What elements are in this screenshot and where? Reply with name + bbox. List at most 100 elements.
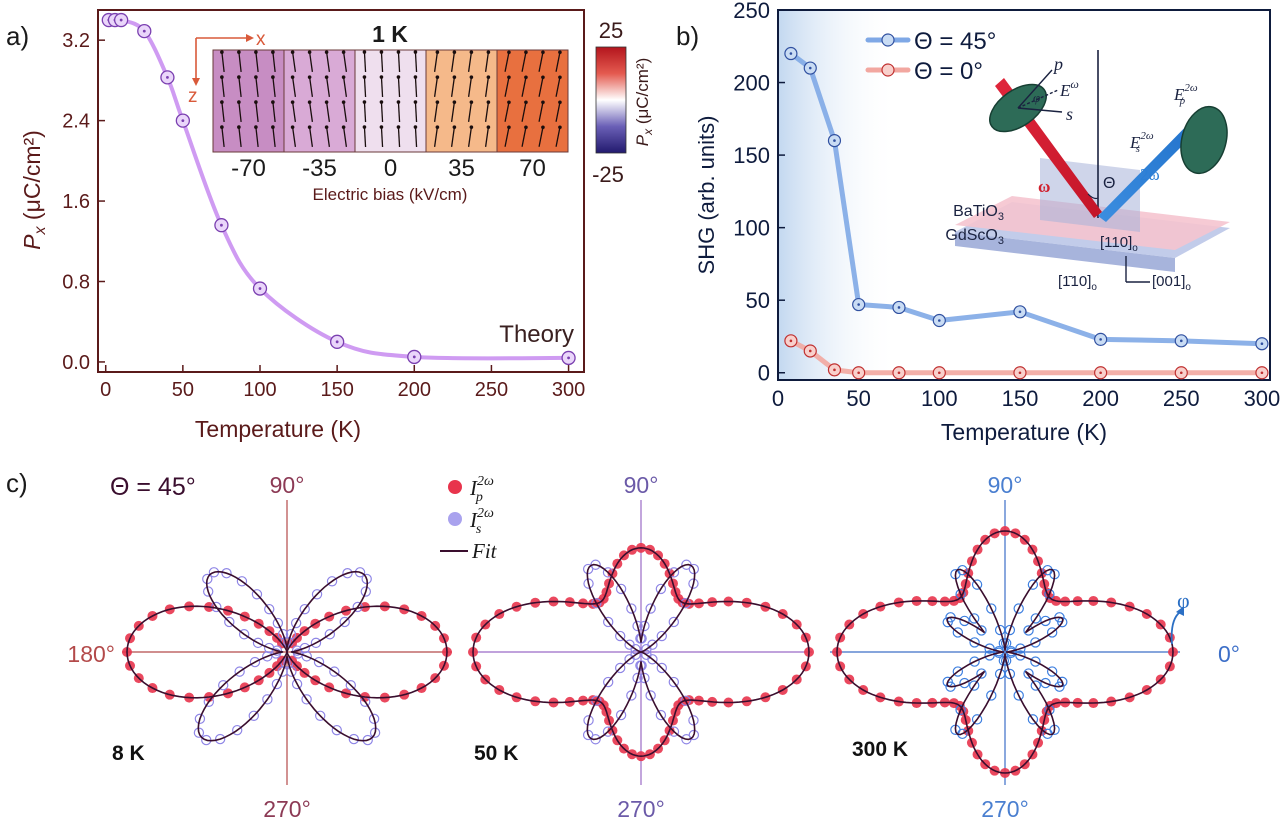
polar-label-0: 0° (1218, 641, 1240, 667)
legend-marker-0 (881, 63, 895, 77)
is-data-point (299, 603, 310, 615)
is-data-point (614, 662, 626, 674)
label-dir-1bar10: [1̄10]o (1058, 273, 1097, 293)
inset-bias-label: 35 (448, 155, 475, 182)
panel-a: a) 0 50 100 150 200 250 300 0.0 0.8 1.6 2.4 3.2 Tem… (6, 9, 585, 442)
b-data-point (1255, 366, 1269, 380)
is-data-point (1027, 714, 1039, 725)
is-data-point (984, 643, 995, 654)
b-data-point (1013, 366, 1027, 380)
polar-temperature-label: 8 K (112, 742, 145, 765)
polarizer-out (1180, 105, 1228, 175)
is-data-point (688, 729, 700, 741)
a-data-point (160, 70, 175, 85)
a-data-point (329, 334, 345, 349)
is-data-point (636, 660, 647, 671)
panel-a-inset: 1 K x z -70 -35 0 35 70 Electric bias (kV/cm… (188, 21, 569, 204)
is-data-point (1046, 666, 1058, 677)
panel-b-ticks: 0 50 100 150 200 250 300 0 50 100 150 200 250 (733, 0, 1280, 411)
is-data-point (632, 620, 643, 632)
polar-label-270: 270° (263, 796, 311, 822)
b-xtick-label: 250 (1163, 386, 1200, 411)
is-data-point (626, 603, 637, 614)
polar-label-180: 180° (67, 641, 115, 667)
e-omega-arrow (1017, 89, 1059, 109)
label-2omega: 2ω (1140, 165, 1160, 184)
polar-plot: 90° 270° 8 K (112, 472, 452, 822)
is-data-point (252, 637, 264, 649)
is-data-point (236, 576, 248, 587)
is-fit-curve (946, 568, 1064, 736)
is-data-point (1044, 588, 1055, 600)
phi-arrowhead (1176, 606, 1184, 616)
a-xtick-label: 200 (398, 379, 431, 401)
a-xtick-label: 0 (100, 379, 111, 401)
legend-is-label: I2ω s (469, 506, 494, 537)
legend-ip-label: I2ω p (469, 474, 494, 505)
is-data-point (969, 637, 980, 648)
legend-fit-label: Fit (471, 539, 498, 563)
is-data-point (1023, 668, 1034, 679)
is-data-point (218, 680, 229, 691)
p-arrow (1017, 69, 1053, 109)
b-data-point (932, 366, 946, 380)
is-data-point (1027, 579, 1039, 590)
label-dir-110: [110]o (1100, 234, 1138, 254)
is-data-point (971, 579, 983, 590)
a-ytick-label: 3.2 (62, 30, 90, 52)
colorbar-label: Px (μC/cm²) (633, 58, 655, 147)
is-data-point (262, 694, 273, 705)
is-data-point (277, 628, 289, 640)
b-series-line (788, 51, 1265, 347)
colorbar-min: -25 (592, 162, 624, 187)
is-data-point (952, 666, 964, 677)
panel-b-lines (788, 51, 1265, 376)
b-data-point (892, 300, 906, 315)
is-data-point (285, 628, 297, 640)
polar-temperature-label: 50 K (474, 742, 518, 765)
is-data-point (976, 625, 987, 636)
is-data-point (329, 666, 340, 677)
label-ep-2omega: E2ω p (1173, 82, 1198, 107)
is-data-point (311, 589, 323, 600)
is-data-point (656, 630, 668, 642)
is-data-point (645, 690, 656, 701)
is-data-point (214, 733, 226, 745)
is-data-point (959, 615, 970, 627)
is-data-point (688, 715, 699, 726)
a-data-point (113, 12, 129, 28)
is-data-point (324, 629, 336, 640)
inset-bias-labels: -70 -35 0 35 70 (231, 155, 546, 182)
b-data-point (827, 363, 842, 377)
is-data-point (955, 588, 966, 600)
is-data-point (641, 649, 652, 661)
label-es-2omega: E2ω s (1129, 130, 1154, 155)
b-data-point (827, 133, 842, 148)
is-data-point (959, 677, 970, 689)
is-fit-curve (586, 563, 696, 741)
b-series-line (788, 338, 1265, 376)
phi-arrow (1170, 611, 1181, 645)
panel-a-annotation: Theory (499, 321, 574, 348)
b-xtick-label: 50 (846, 386, 870, 411)
b-data-point (784, 334, 798, 348)
s-arrow (1017, 107, 1063, 113)
is-data-point (1030, 613, 1041, 624)
is-data-point (615, 709, 627, 721)
is-data-point (630, 643, 641, 655)
is-data-point (994, 624, 1006, 636)
b-data-point (932, 313, 946, 328)
colorbar-gradient (595, 46, 627, 154)
is-data-point (1013, 690, 1024, 701)
is-data-point (291, 678, 303, 690)
is-data-point (688, 578, 699, 589)
is-data-point (326, 576, 338, 587)
a-data-point (137, 23, 152, 39)
inset-cell (212, 49, 285, 153)
is-data-point (348, 733, 360, 745)
is-data-point (1015, 643, 1026, 654)
is-data-point (655, 709, 667, 721)
panel-a-ylabel: Px (μC/cm²) (19, 130, 49, 250)
panel-b-frame (777, 9, 1271, 381)
is-data-point (1015, 650, 1026, 661)
